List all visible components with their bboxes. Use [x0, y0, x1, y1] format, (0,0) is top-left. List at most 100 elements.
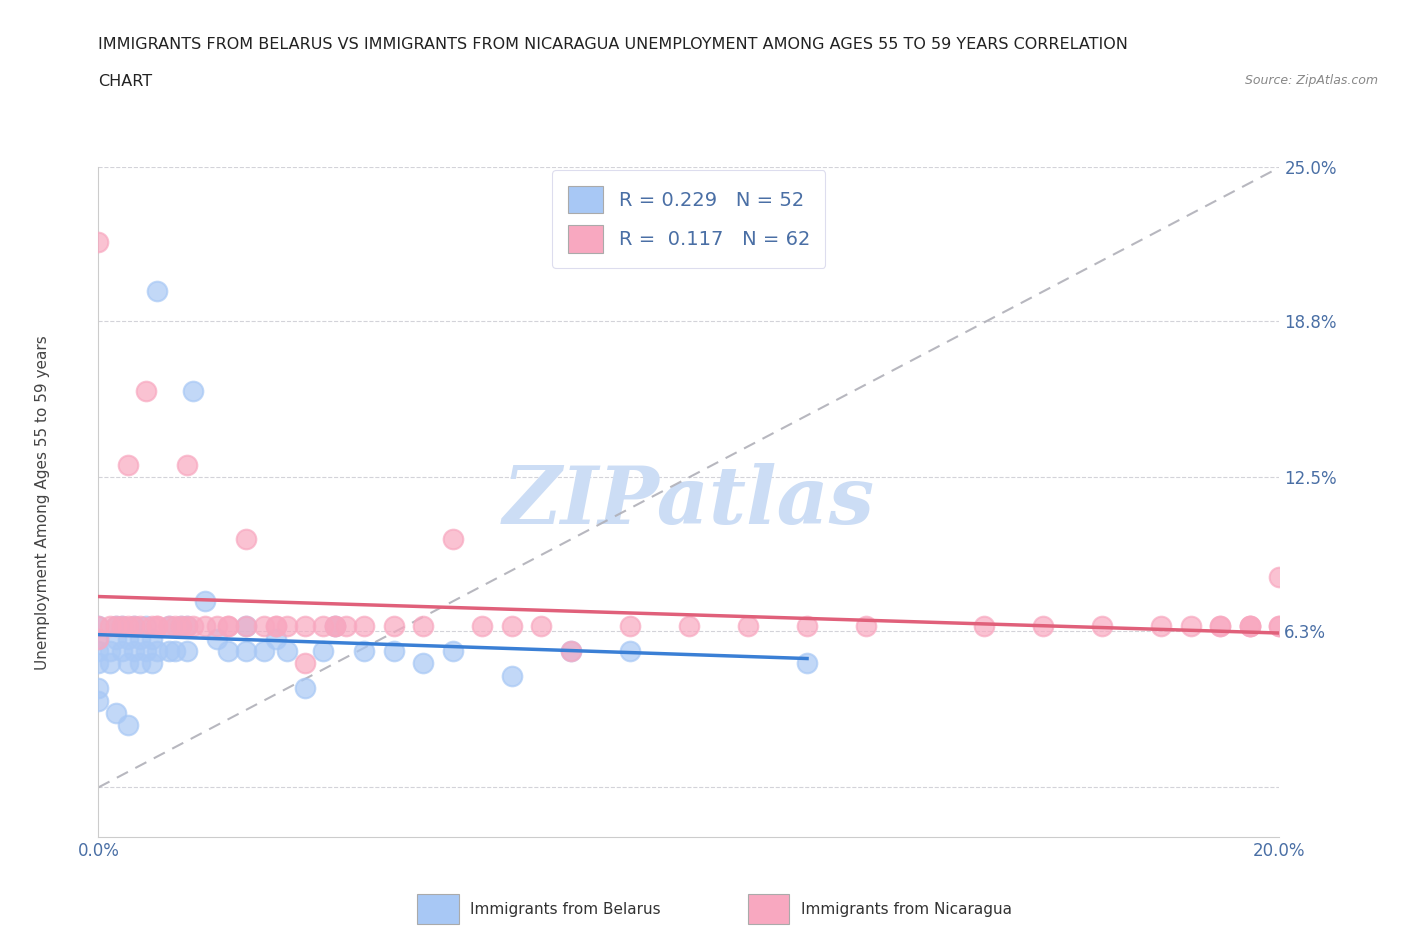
Point [128, 631, 150, 646]
Point [294, 618, 316, 633]
Point [111, 618, 134, 633]
Point [1091, 618, 1114, 633]
Point [796, 656, 818, 671]
Point [87, 234, 110, 249]
Point [253, 644, 276, 658]
Point [235, 532, 257, 547]
Point [1180, 618, 1202, 633]
Point [117, 631, 139, 646]
Point [135, 383, 157, 398]
Point [87, 631, 110, 646]
Point [87, 644, 110, 658]
Point [1268, 618, 1291, 633]
Point [205, 618, 228, 633]
Point [117, 656, 139, 671]
Point [382, 644, 405, 658]
Y-axis label: Unemployment Among Ages 55 to 59 years: Unemployment Among Ages 55 to 59 years [35, 335, 49, 670]
Point [1150, 618, 1173, 633]
Point [323, 618, 346, 633]
Point [501, 669, 523, 684]
Point [141, 631, 163, 646]
Point [235, 644, 257, 658]
Point [146, 644, 169, 658]
Point [312, 618, 335, 633]
Point [530, 618, 553, 633]
Point [353, 618, 375, 633]
Point [117, 718, 139, 733]
Point [181, 618, 204, 633]
Point [157, 618, 180, 633]
Point [87, 618, 110, 633]
Point [205, 631, 228, 646]
Point [471, 618, 494, 633]
Point [105, 706, 128, 721]
Point [176, 644, 198, 658]
Text: Immigrants from Nicaragua: Immigrants from Nicaragua [801, 902, 1012, 917]
Point [176, 618, 198, 633]
Point [105, 631, 128, 646]
Point [170, 618, 193, 633]
Point [441, 644, 464, 658]
Point [619, 618, 641, 633]
Point [122, 618, 145, 633]
Point [87, 681, 110, 696]
Point [98, 656, 121, 671]
Point [135, 644, 157, 658]
Point [117, 618, 139, 633]
Point [1239, 618, 1261, 633]
Point [217, 644, 239, 658]
Point [141, 656, 163, 671]
Text: Immigrants from Belarus: Immigrants from Belarus [471, 902, 661, 917]
Point [1209, 618, 1232, 633]
Point [111, 644, 134, 658]
Point [264, 631, 287, 646]
Point [122, 644, 145, 658]
Point [796, 618, 818, 633]
Point [294, 681, 316, 696]
Point [128, 618, 150, 633]
Point [855, 618, 877, 633]
Point [323, 618, 346, 633]
Point [98, 618, 121, 633]
Point [165, 618, 187, 633]
Text: CHART: CHART [98, 74, 152, 89]
Point [146, 618, 169, 633]
Point [194, 594, 217, 609]
Point [382, 618, 405, 633]
Point [294, 656, 316, 671]
Point [1239, 618, 1261, 633]
Point [181, 383, 204, 398]
Point [87, 618, 110, 633]
Point [253, 618, 276, 633]
Point [312, 644, 335, 658]
Point [128, 656, 150, 671]
Point [105, 618, 128, 633]
Point [412, 656, 434, 671]
Point [973, 618, 995, 633]
Point [217, 618, 239, 633]
Point [441, 532, 464, 547]
Text: IMMIGRANTS FROM BELARUS VS IMMIGRANTS FROM NICARAGUA UNEMPLOYMENT AMONG AGES 55 : IMMIGRANTS FROM BELARUS VS IMMIGRANTS FR… [98, 37, 1128, 52]
Point [1239, 618, 1261, 633]
Point [217, 618, 239, 633]
Text: ZIPatlas: ZIPatlas [503, 463, 875, 541]
Text: Source: ZipAtlas.com: Source: ZipAtlas.com [1244, 74, 1378, 87]
Point [87, 656, 110, 671]
Point [501, 618, 523, 633]
Point [323, 618, 346, 633]
Point [194, 618, 217, 633]
Point [122, 618, 145, 633]
Point [135, 618, 157, 633]
Point [678, 618, 700, 633]
Point [276, 618, 298, 633]
Point [170, 618, 193, 633]
Point [560, 644, 582, 658]
Point [264, 618, 287, 633]
Legend: R = 0.229   N = 52, R =  0.117   N = 62: R = 0.229 N = 52, R = 0.117 N = 62 [553, 170, 825, 268]
Point [176, 618, 198, 633]
Point [176, 458, 198, 472]
Point [105, 618, 128, 633]
Point [1268, 618, 1291, 633]
Point [619, 644, 641, 658]
Point [141, 618, 163, 633]
